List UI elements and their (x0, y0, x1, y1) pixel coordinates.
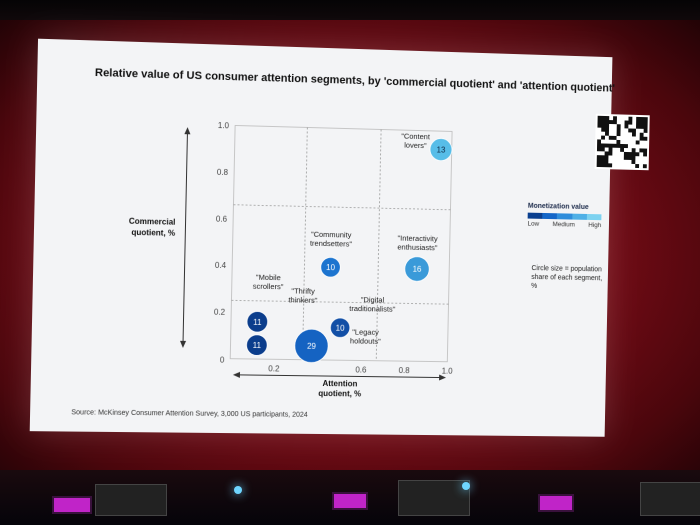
y-axis-label: Commercial (129, 217, 176, 227)
segment-name-label: traditionalists" (349, 304, 396, 314)
stage-monitor (95, 484, 167, 516)
segment-name-label: trendsetters" (310, 239, 353, 249)
segment-name-label: "Community (311, 230, 352, 240)
x-axis-arrow-head-left (232, 371, 241, 378)
segment-name-label: "Mobile (256, 273, 281, 282)
y-axis-label-unit: quotient, % (131, 228, 175, 238)
qr-module (635, 140, 640, 145)
segment-size-label: 16 (413, 265, 422, 274)
x-tick-label: 0 (220, 356, 225, 365)
segment-bubble (320, 257, 341, 278)
stage-monitor (398, 480, 470, 516)
x-tick-label: 0.6 (355, 365, 367, 374)
qr-module (643, 152, 648, 157)
qr-module (631, 132, 636, 137)
y-tick-label: 0.8 (217, 168, 229, 177)
segment-size-label: 11 (253, 318, 262, 327)
presentation-slide: Relative value of US consumer attention … (29, 38, 650, 437)
qr-module (635, 152, 640, 157)
y-axis-arrow-line (183, 129, 188, 346)
y-tick-label: 0.6 (216, 214, 228, 223)
qr-module (616, 132, 621, 137)
scatter-chart: 0.20.40.60.81.000.2 0.6 0.8 1.0Commercialqu… (129, 121, 613, 398)
segment-size-label: 10 (326, 263, 336, 272)
segment-bubble (247, 311, 268, 332)
stage-monitor (640, 482, 700, 516)
segment-size-label: 29 (307, 342, 317, 351)
x-axis-label: Attention (322, 379, 357, 388)
stage-light (52, 496, 92, 514)
qr-module (628, 120, 633, 125)
qr-module (643, 128, 648, 133)
segment-bubble (405, 256, 430, 281)
segment-size-label: 11 (253, 341, 262, 350)
segment-name-label: holdouts" (350, 337, 381, 346)
x-axis-label-unit: quotient, % (318, 389, 361, 398)
segment-name-label: "Legacy (352, 328, 379, 337)
qr-module (643, 136, 648, 141)
qr-module (635, 164, 640, 169)
qr-module (624, 144, 628, 149)
segment-bubble (430, 138, 452, 161)
segment-size-label: 13 (437, 146, 446, 155)
segment-name-label: "Content (401, 132, 431, 142)
y-tick-label: 1.0 (218, 121, 230, 130)
quadrant-divider-vertical (376, 129, 381, 360)
quadrant-divider-vertical (301, 127, 308, 360)
stage-light (332, 492, 368, 510)
x-tick-label: 0.2 (268, 364, 280, 373)
segment-name-label: "Digital (361, 295, 385, 304)
x-tick-label: 0.8 (399, 366, 411, 375)
stage-light (538, 494, 574, 512)
segment-name-label: "Interactivity (398, 234, 438, 244)
qr-module (642, 164, 647, 169)
y-axis-arrow-head-up (184, 127, 191, 135)
stage-spotlight (462, 482, 470, 490)
y-tick-label: 0.2 (214, 308, 226, 317)
segment-name-label: enthusiasts" (397, 243, 438, 253)
y-axis-arrow-head-down (179, 340, 187, 348)
stage-spotlight (234, 486, 242, 494)
segment-bubble (246, 335, 267, 356)
segment-name-label: "Thrifty (291, 287, 315, 296)
quadrant-divider-horizontal (233, 205, 450, 210)
y-tick-label: 0.4 (215, 261, 227, 270)
segment-name-label: scrollers" (253, 282, 284, 292)
segment-name-label: lovers" (404, 141, 427, 150)
segment-name-label: thinkers" (288, 295, 317, 304)
stage-floor (0, 470, 700, 525)
quadrant-divider-horizontal (231, 300, 448, 304)
segment-size-label: 10 (336, 324, 346, 333)
x-tick-label: 1.0 (442, 367, 454, 376)
x-axis-arrow-line (235, 375, 444, 378)
